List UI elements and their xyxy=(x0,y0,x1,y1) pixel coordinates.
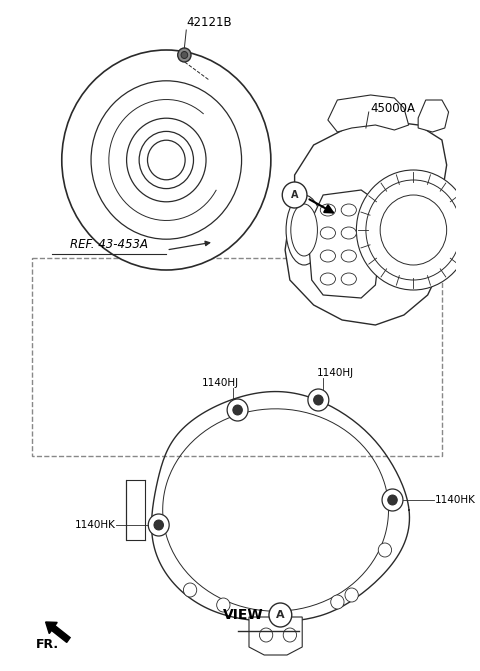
Text: REF. 43-453A: REF. 43-453A xyxy=(70,238,148,252)
Ellipse shape xyxy=(341,273,356,285)
Polygon shape xyxy=(285,120,447,325)
Ellipse shape xyxy=(320,273,336,285)
Circle shape xyxy=(147,140,185,180)
Text: 1140HK: 1140HK xyxy=(75,520,116,530)
Circle shape xyxy=(178,48,191,62)
Text: FR.: FR. xyxy=(36,639,59,652)
Bar xyxy=(32,258,443,456)
Circle shape xyxy=(331,595,344,609)
Circle shape xyxy=(345,588,358,602)
Circle shape xyxy=(139,132,193,189)
Circle shape xyxy=(283,628,297,642)
Circle shape xyxy=(380,195,447,265)
Circle shape xyxy=(127,118,206,202)
Circle shape xyxy=(282,182,307,208)
Circle shape xyxy=(91,81,241,239)
Circle shape xyxy=(148,514,169,536)
Text: A: A xyxy=(291,190,299,200)
Text: VIEW: VIEW xyxy=(223,608,263,622)
Circle shape xyxy=(183,583,197,597)
Circle shape xyxy=(366,180,461,280)
Circle shape xyxy=(260,628,273,642)
Circle shape xyxy=(216,598,230,612)
Circle shape xyxy=(62,50,271,270)
Text: 1140HJ: 1140HJ xyxy=(317,368,354,378)
Polygon shape xyxy=(418,100,449,132)
Circle shape xyxy=(382,489,403,511)
Polygon shape xyxy=(249,617,302,655)
Ellipse shape xyxy=(341,250,356,262)
Circle shape xyxy=(356,170,470,290)
FancyArrow shape xyxy=(46,622,70,642)
Circle shape xyxy=(154,520,164,530)
Circle shape xyxy=(313,395,323,405)
Ellipse shape xyxy=(286,195,322,265)
Circle shape xyxy=(227,399,248,421)
Ellipse shape xyxy=(320,227,336,239)
Polygon shape xyxy=(328,95,408,132)
Ellipse shape xyxy=(291,204,317,256)
Text: A: A xyxy=(276,610,285,620)
Circle shape xyxy=(181,52,188,58)
Ellipse shape xyxy=(320,204,336,216)
Circle shape xyxy=(378,543,392,557)
Circle shape xyxy=(269,603,292,627)
Ellipse shape xyxy=(320,250,336,262)
Circle shape xyxy=(233,405,242,415)
Text: 1140HK: 1140HK xyxy=(435,495,476,505)
Text: 42121B: 42121B xyxy=(186,15,232,28)
Circle shape xyxy=(308,389,329,411)
Polygon shape xyxy=(309,190,380,298)
Text: 1140HJ: 1140HJ xyxy=(202,378,239,388)
Text: 45000A: 45000A xyxy=(371,101,416,115)
Ellipse shape xyxy=(341,204,356,216)
Circle shape xyxy=(388,495,397,505)
Ellipse shape xyxy=(341,227,356,239)
